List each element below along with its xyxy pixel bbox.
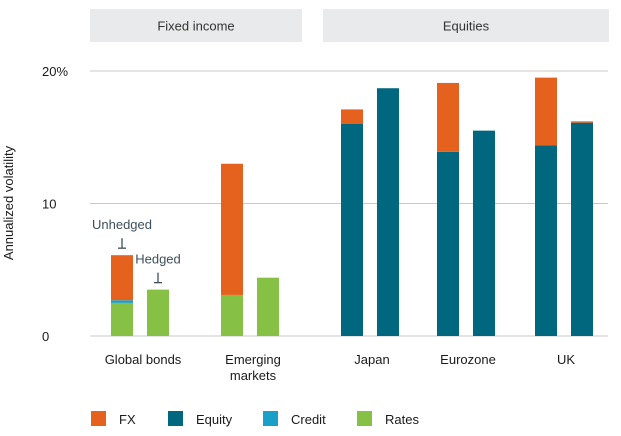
category-label: Japan: [354, 352, 389, 367]
category-label: UK: [557, 352, 575, 367]
legend-swatch-credit: [263, 411, 278, 426]
annotation-label: Unhedged: [92, 217, 152, 232]
legend-swatch-equity: [168, 411, 183, 426]
panel-label: Equities: [443, 19, 490, 34]
category-label: Emerging markets: [225, 352, 281, 383]
y-axis-title: Annualized volatility: [1, 145, 16, 260]
category-label: Eurozone: [440, 352, 496, 367]
bar-segment-fx: [111, 255, 133, 301]
y-tick-label: 0: [42, 329, 49, 344]
legend-swatch-rates: [357, 411, 372, 426]
bar-segment-rates: [111, 302, 133, 336]
bar-segment-rates: [221, 294, 243, 336]
y-tick-label: 20%: [42, 64, 68, 79]
panel-label: Fixed income: [157, 19, 234, 34]
annotations: Unhedged Hedged: [92, 217, 181, 284]
bars: [111, 77, 593, 336]
legend-label: Rates: [385, 412, 419, 427]
bar-segment-credit: [111, 300, 133, 303]
legend-label: FX: [119, 412, 136, 427]
bar-segment-fx: [571, 121, 593, 123]
legend: FX Equity Credit Rates: [91, 411, 419, 427]
bar-segment-rates: [147, 289, 169, 336]
bar-segment-equity: [473, 130, 495, 336]
bar-segment-fx: [437, 82, 459, 152]
bar-segment-equity: [377, 88, 399, 336]
bar-segment-rates: [257, 277, 279, 336]
legend-swatch-fx: [91, 411, 106, 426]
panel-header-fixed-income: [90, 9, 302, 42]
annotation-label: Hedged: [135, 252, 181, 267]
panel-header-equities: [323, 9, 609, 42]
bar-segment-equity: [571, 122, 593, 336]
bar-segment-equity: [437, 151, 459, 336]
category-labels: Global bonds Emerging markets Japan Eurozone…: [105, 352, 576, 383]
bar-segment-equity: [535, 145, 557, 336]
bar-segment-equity: [341, 124, 363, 336]
legend-label: Credit: [291, 412, 326, 427]
bar-segment-fx: [221, 163, 243, 295]
bar-segment-fx: [341, 109, 363, 124]
bar-segment-fx: [535, 77, 557, 146]
legend-label: Equity: [196, 412, 233, 427]
panel-headers: Fixed income Equities: [90, 9, 609, 42]
category-label: Global bonds: [105, 352, 182, 367]
y-tick-label: 10: [42, 197, 56, 212]
y-tick-labels: 0 10 20%: [42, 64, 68, 344]
